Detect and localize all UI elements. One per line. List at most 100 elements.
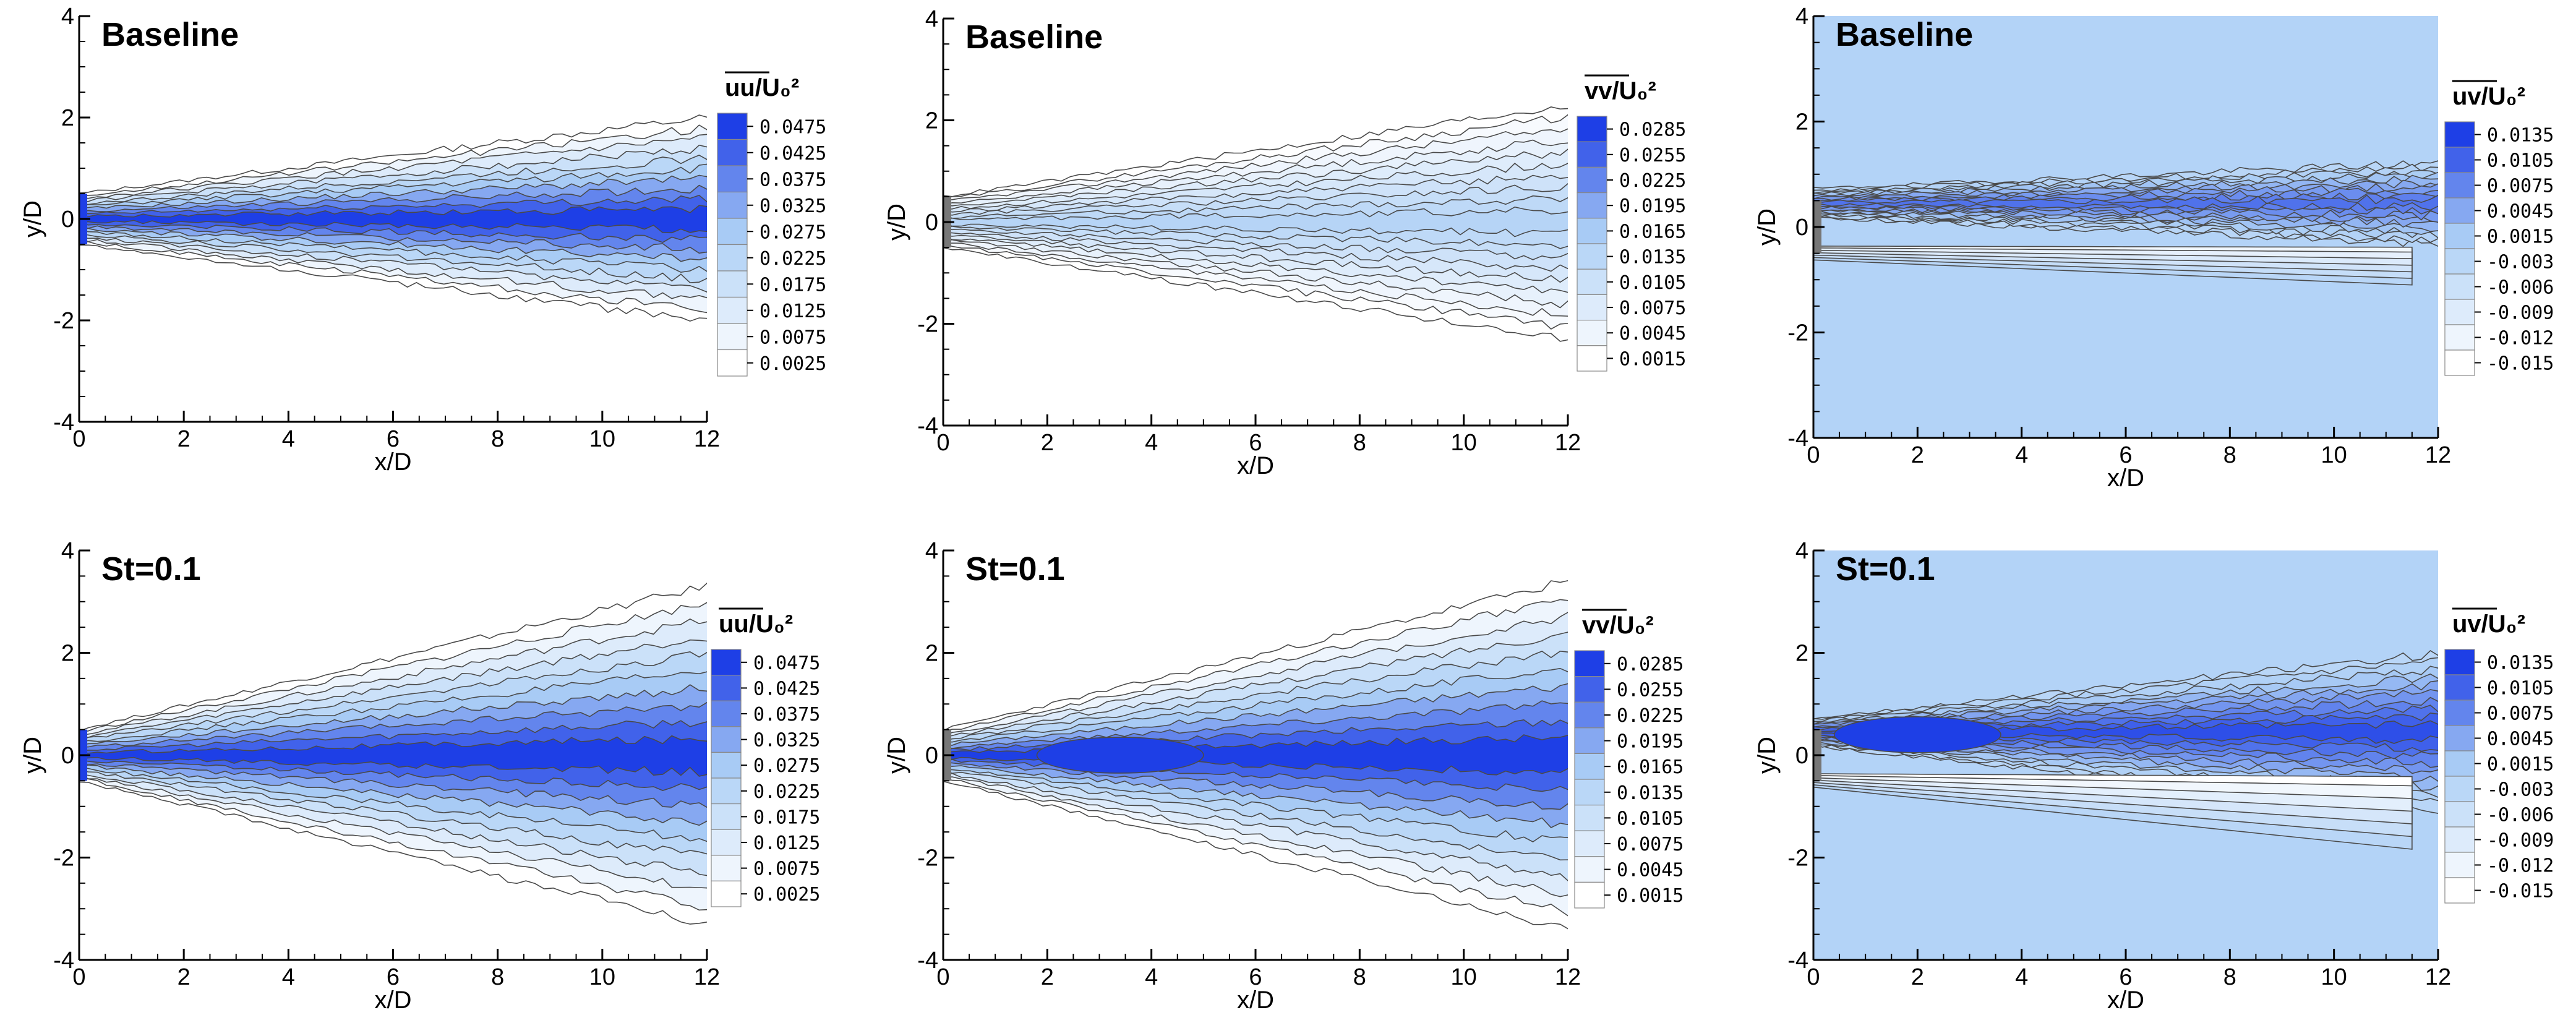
colorbar-level-label: 0.0135 (1617, 782, 1684, 804)
y-axis-label: y/D (19, 737, 46, 774)
colorbar-level-label: 0.0255 (1619, 145, 1686, 166)
x-tick-label: 6 (387, 964, 400, 990)
colorbar: uv/U₀² 0.0135 0.0105 0.0075 0.0045 0.0015 -0.0… (2444, 80, 2554, 376)
colorbar-title: uv/U₀² (2452, 610, 2525, 638)
panel-vv-baseline: 0 2 4 6 8 10 12 -4 -2 0 2 4 x/D y/D Baseline vv/U₀² 0.02… (883, 6, 1686, 479)
colorbar-swatch (711, 777, 742, 805)
colorbar-level-label: 0.0225 (1617, 705, 1684, 727)
colorbar-swatch (717, 296, 748, 324)
colorbar-level-label: -0.006 (2487, 805, 2554, 826)
colorbar-level-label: 0.0105 (2487, 150, 2554, 172)
x-tick-label: 2 (1911, 964, 1924, 990)
colorbar-level-label: 0.0225 (760, 248, 826, 270)
colorbar-swatch (711, 649, 742, 676)
axes: 0 2 4 6 8 10 12 -4 -2 0 2 4 x/D y/D (1753, 538, 2451, 1014)
y-tick-label: -2 (917, 845, 938, 871)
colorbar-level-label: 0.0475 (760, 116, 826, 138)
case-label: St=0.1 (1836, 550, 1935, 588)
x-axis-label: x/D (375, 987, 412, 1014)
x-tick-label: 6 (387, 426, 400, 452)
colorbar-swatch (2444, 324, 2475, 351)
axes: 0 2 4 6 8 10 12 -4 -2 0 2 4 x/D y/D (19, 538, 720, 1014)
colorbar-swatch (1577, 243, 1607, 270)
colorbar-level-label: 0.0165 (1617, 756, 1684, 778)
colorbar-level-label: 0.0325 (760, 195, 826, 217)
contour-band-negative (1813, 246, 2413, 253)
x-tick-label: 2 (1041, 430, 1054, 456)
colorbar-level-label: 0.0105 (1617, 808, 1684, 829)
colorbar-level-label: -0.009 (2487, 302, 2554, 324)
y-tick-label: 4 (925, 6, 938, 32)
axes: 0 2 4 6 8 10 12 -4 -2 0 2 4 x/D y/D (1753, 4, 2451, 492)
colorbar-level-label: -0.015 (2487, 881, 2554, 902)
colorbar-level-label: 0.0225 (1619, 170, 1686, 192)
x-tick-label: 12 (2425, 964, 2451, 990)
colorbar-swatch (2444, 750, 2475, 777)
contour-band (1813, 720, 2438, 744)
colorbar: uu/U₀² 0.0475 0.0425 0.0375 0.0325 0.0275 0.02… (717, 71, 826, 377)
contour-band (1813, 194, 2438, 211)
colorbar-swatch (2444, 223, 2475, 249)
y-tick-label: 2 (1795, 641, 1808, 667)
case-label: Baseline (1836, 16, 1973, 53)
colorbar-level-label: -0.012 (2487, 855, 2554, 877)
colorbar-swatch (2444, 273, 2475, 300)
colorbar-swatch (1577, 192, 1607, 219)
colorbar-swatch (2444, 172, 2475, 199)
y-tick-label: -2 (917, 312, 938, 338)
colorbar-level-label: 0.0075 (753, 858, 820, 880)
colorbar-swatch (2444, 197, 2475, 224)
colorbar-level-label: 0.0425 (760, 143, 826, 165)
colorbar-level-label: 0.0075 (2487, 176, 2554, 197)
x-tick-label: 12 (694, 964, 720, 990)
colorbar-level-label: 0.0015 (1617, 885, 1684, 907)
x-tick-label: 4 (1145, 430, 1158, 456)
x-tick-label: 4 (282, 964, 295, 990)
y-tick-label: -4 (53, 948, 74, 974)
case-label: St=0.1 (101, 550, 201, 588)
y-tick-label: -4 (1787, 948, 1808, 974)
case-label: Baseline (101, 16, 239, 53)
colorbar-swatch (717, 244, 748, 272)
colorbar-level-label: 0.0225 (753, 781, 820, 803)
colorbar-swatch (1574, 881, 1605, 909)
y-tick-label: -4 (917, 413, 938, 439)
x-tick-label: 12 (1555, 964, 1581, 990)
colorbar-swatch (1574, 650, 1605, 677)
x-tick-label: 4 (2015, 442, 2028, 468)
colorbar-swatch (1577, 141, 1607, 168)
colorbar-level-label: 0.0255 (1617, 679, 1684, 701)
y-tick-label: 4 (61, 4, 74, 30)
peak-region (1833, 716, 2001, 753)
contour-field (943, 106, 1568, 342)
y-tick-label: 2 (61, 105, 74, 131)
colorbar-swatch (1574, 675, 1605, 703)
contour-field (1813, 550, 2438, 960)
colorbar-swatch (711, 726, 742, 753)
y-tick-label: 0 (61, 207, 74, 233)
colorbar-level-label: 0.0425 (753, 678, 820, 700)
colorbar-level-label: 0.0375 (753, 704, 820, 726)
colorbar-swatch (2444, 852, 2475, 878)
colorbar-swatch (2444, 674, 2475, 701)
colorbar-level-label: 0.0175 (760, 274, 826, 296)
colorbar-level-label: 0.0135 (2487, 125, 2554, 147)
y-tick-label: 4 (61, 538, 74, 564)
colorbar-swatch (2444, 725, 2475, 751)
colorbar-level-label: -0.003 (2487, 252, 2554, 273)
colorbar-swatch (717, 270, 748, 298)
colorbar-title: vv/U₀² (1585, 77, 1656, 105)
colorbar: uv/U₀² 0.0135 0.0105 0.0075 0.0045 0.0015 -0.0… (2444, 607, 2554, 904)
colorbar-swatch (717, 191, 748, 219)
colorbar-swatch (1574, 856, 1605, 883)
colorbar-level-label: 0.0135 (1619, 247, 1686, 268)
y-tick-label: -4 (917, 948, 938, 974)
x-tick-label: 4 (2015, 964, 2028, 990)
x-tick-label: 0 (1807, 964, 1820, 990)
colorbar-swatch (1577, 294, 1607, 321)
contour-field (79, 114, 707, 322)
x-tick-label: 10 (1451, 964, 1477, 990)
y-axis-label: y/D (883, 737, 910, 774)
colorbar-level-label: 0.0165 (1619, 221, 1686, 242)
